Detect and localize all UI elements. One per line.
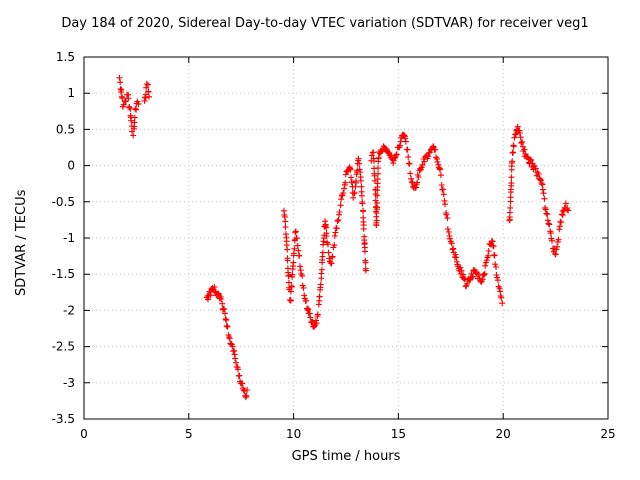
svg-text:1.5: 1.5 xyxy=(56,50,75,64)
svg-text:0.5: 0.5 xyxy=(56,122,75,136)
tick-labels: 0 5 10 15 20 25 -3.5 -3 -2.5 -2 -1.5 -1 -0.5 0 0.5 1 1.5 xyxy=(52,50,616,441)
svg-text:-1.5: -1.5 xyxy=(52,267,75,281)
svg-text:20: 20 xyxy=(496,427,511,441)
x-axis-label: GPS time / hours xyxy=(291,449,401,464)
svg-text:1: 1 xyxy=(67,86,75,100)
grid-lines xyxy=(84,57,608,419)
svg-text:-2.5: -2.5 xyxy=(52,340,75,354)
svg-text:15: 15 xyxy=(391,427,406,441)
svg-text:5: 5 xyxy=(185,427,193,441)
chart-title: Day 184 of 2020, Sidereal Day-to-day VTE… xyxy=(61,16,589,31)
svg-text:-3.5: -3.5 xyxy=(52,412,75,426)
plot-border xyxy=(83,56,609,420)
svg-text:-2: -2 xyxy=(63,303,75,317)
svg-text:25: 25 xyxy=(600,427,615,441)
svg-text:-0.5: -0.5 xyxy=(52,195,75,209)
svg-text:10: 10 xyxy=(286,427,301,441)
svg-text:0: 0 xyxy=(67,159,75,173)
data-series-markers xyxy=(116,74,572,401)
svg-text:-3: -3 xyxy=(63,376,75,390)
svg-text:-1: -1 xyxy=(63,231,75,245)
svg-text:0: 0 xyxy=(80,427,88,441)
